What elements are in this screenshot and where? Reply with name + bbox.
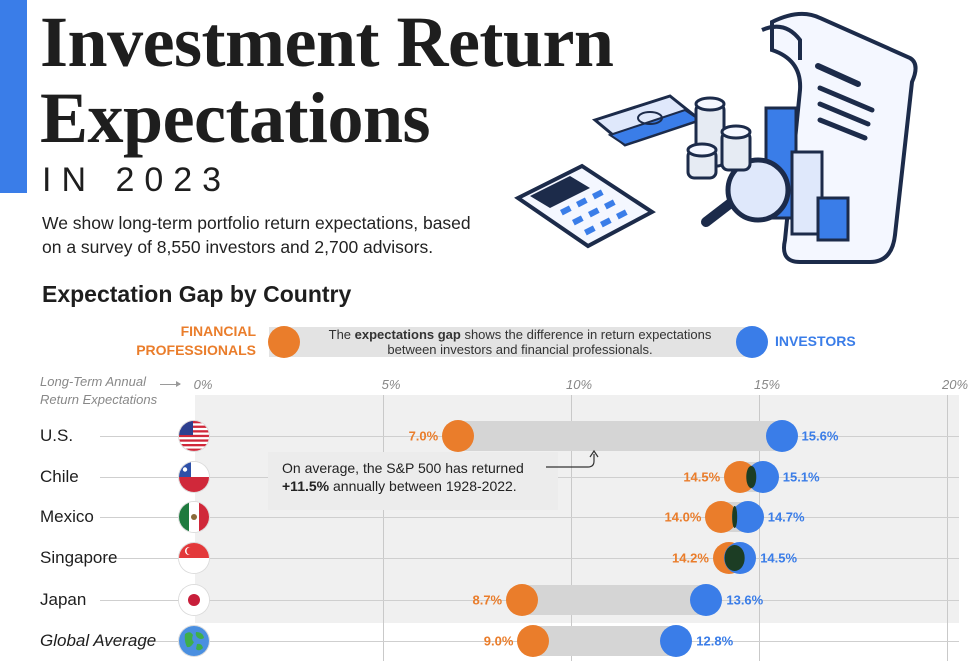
financial-professionals-dot (442, 420, 475, 452)
annotation-suffix: annually between 1928-2022. (329, 478, 517, 494)
dot-overlap (731, 506, 738, 528)
bar-chart-icon (764, 106, 850, 242)
gap-bar (533, 626, 677, 656)
investors-value: 12.8% (696, 633, 734, 649)
sp500-annotation: On average, the S&P 500 has returned +11… (282, 459, 524, 495)
us-flag (179, 421, 209, 451)
investors-dot (690, 584, 723, 616)
money-icon (591, 94, 704, 147)
investors-dot (660, 625, 693, 657)
gap-bar (458, 421, 782, 451)
country-label: Global Average (40, 631, 157, 650)
financial-professionals-value: 14.5% (683, 469, 721, 485)
legend-note-bold: expectations gap (354, 327, 461, 342)
x-tick-label: 10% (565, 377, 593, 392)
financial-professionals-value: 14.0% (664, 509, 702, 525)
x-tick-label: 5% (381, 377, 401, 392)
investors-value: 13.6% (726, 592, 764, 608)
legend-financial-professionals: FINANCIAL PROFESSIONALS (96, 322, 256, 360)
row-line (100, 558, 959, 559)
country-label: Mexico (40, 507, 94, 526)
country-label: Singapore (40, 548, 118, 567)
financial-professionals-dot (506, 584, 539, 616)
investors-value: 15.1% (782, 469, 820, 485)
title-line-1: Investment Return (40, 2, 614, 82)
financial-professionals-dot (517, 625, 550, 657)
financial-professionals-value: 9.0% (483, 633, 514, 649)
description: We show long-term portfolio return expec… (42, 213, 471, 257)
annotation-line-2: +11.5% annually between 1928-2022. (282, 477, 524, 495)
coins-icon (686, 96, 752, 180)
legend-gap-band (269, 327, 753, 357)
investors-value: 14.5% (760, 550, 798, 566)
chile-flag (179, 462, 209, 492)
mexico-flag (179, 502, 209, 532)
legend-note-prefix: The (328, 327, 355, 342)
subtitle-year: IN 2023 (42, 161, 232, 199)
dot-overlap (746, 466, 757, 488)
x-tick-label: 20% (941, 377, 969, 392)
legend-inv-dot (736, 326, 768, 358)
country-label: Chile (40, 467, 79, 486)
investors-value: 15.6% (801, 428, 839, 444)
x-tick-label: 0% (193, 377, 213, 392)
financial-professionals-value: 8.7% (472, 592, 503, 608)
axis-caption-line-2: Return Expectations (40, 392, 158, 407)
country-label: Japan (40, 590, 87, 609)
sp500-annotation-box (268, 452, 558, 510)
gridline (571, 395, 572, 661)
legend-note-suffix: shows the difference in return expectati… (387, 327, 712, 357)
annotation-bold: +11.5% (282, 478, 330, 494)
legend-fin-line-1: FINANCIAL (180, 323, 256, 339)
finance-illustration (514, 11, 918, 264)
axis-caption-line-1: Long-Term Annual (40, 374, 146, 389)
japan-flag (179, 585, 209, 615)
axis-arrow (160, 381, 181, 387)
legend-fin-line-2: PROFESSIONALS (136, 342, 256, 358)
country-label: U.S. (40, 426, 74, 445)
gap-bar (522, 585, 707, 615)
row-line (100, 517, 959, 518)
x-tick-label: 15% (753, 377, 781, 392)
gridline (759, 395, 760, 661)
legend-note: The expectations gap shows the differenc… (310, 327, 730, 357)
calculator-icon (514, 163, 656, 249)
legend-fin-dot (268, 326, 300, 358)
investors-dot (765, 420, 798, 452)
chart-title: Expectation Gap by Country (42, 281, 352, 307)
page-title: Investment Return Expectations (40, 2, 614, 158)
gridline (947, 395, 948, 661)
gridline (383, 395, 384, 661)
investors-value: 14.7% (767, 509, 805, 525)
annotation-line-1: On average, the S&P 500 has returned (282, 460, 524, 476)
financial-professionals-value: 7.0% (408, 428, 439, 444)
title-line-2: Expectations (40, 78, 431, 158)
accent-bar (0, 0, 27, 193)
financial-professionals-value: 14.2% (672, 550, 709, 566)
singapore-flag (179, 543, 209, 573)
dot-overlap (724, 545, 745, 571)
axis-caption: Long-Term Annual Return Expectations (40, 373, 157, 409)
globe-icon (179, 626, 209, 656)
legend-investors: INVESTORS (775, 333, 856, 349)
magnifier-icon (701, 157, 791, 227)
